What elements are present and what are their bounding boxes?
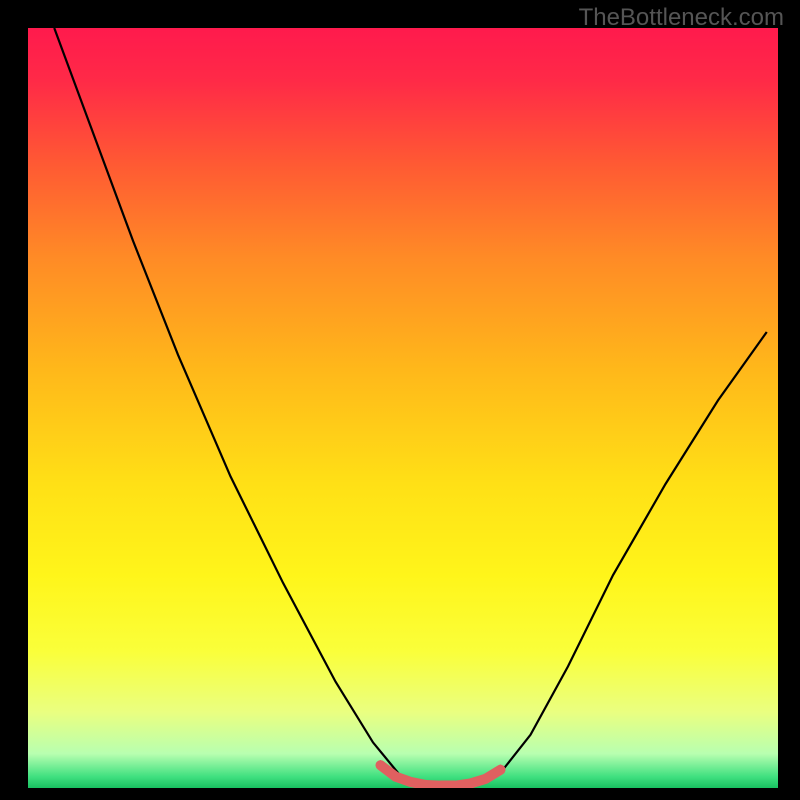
plot-area — [28, 28, 778, 788]
optimal-floor-curve — [381, 765, 501, 786]
bottleneck-curve — [54, 28, 767, 786]
chart-container: TheBottleneck.com — [0, 0, 800, 800]
curve-svg — [28, 28, 778, 788]
